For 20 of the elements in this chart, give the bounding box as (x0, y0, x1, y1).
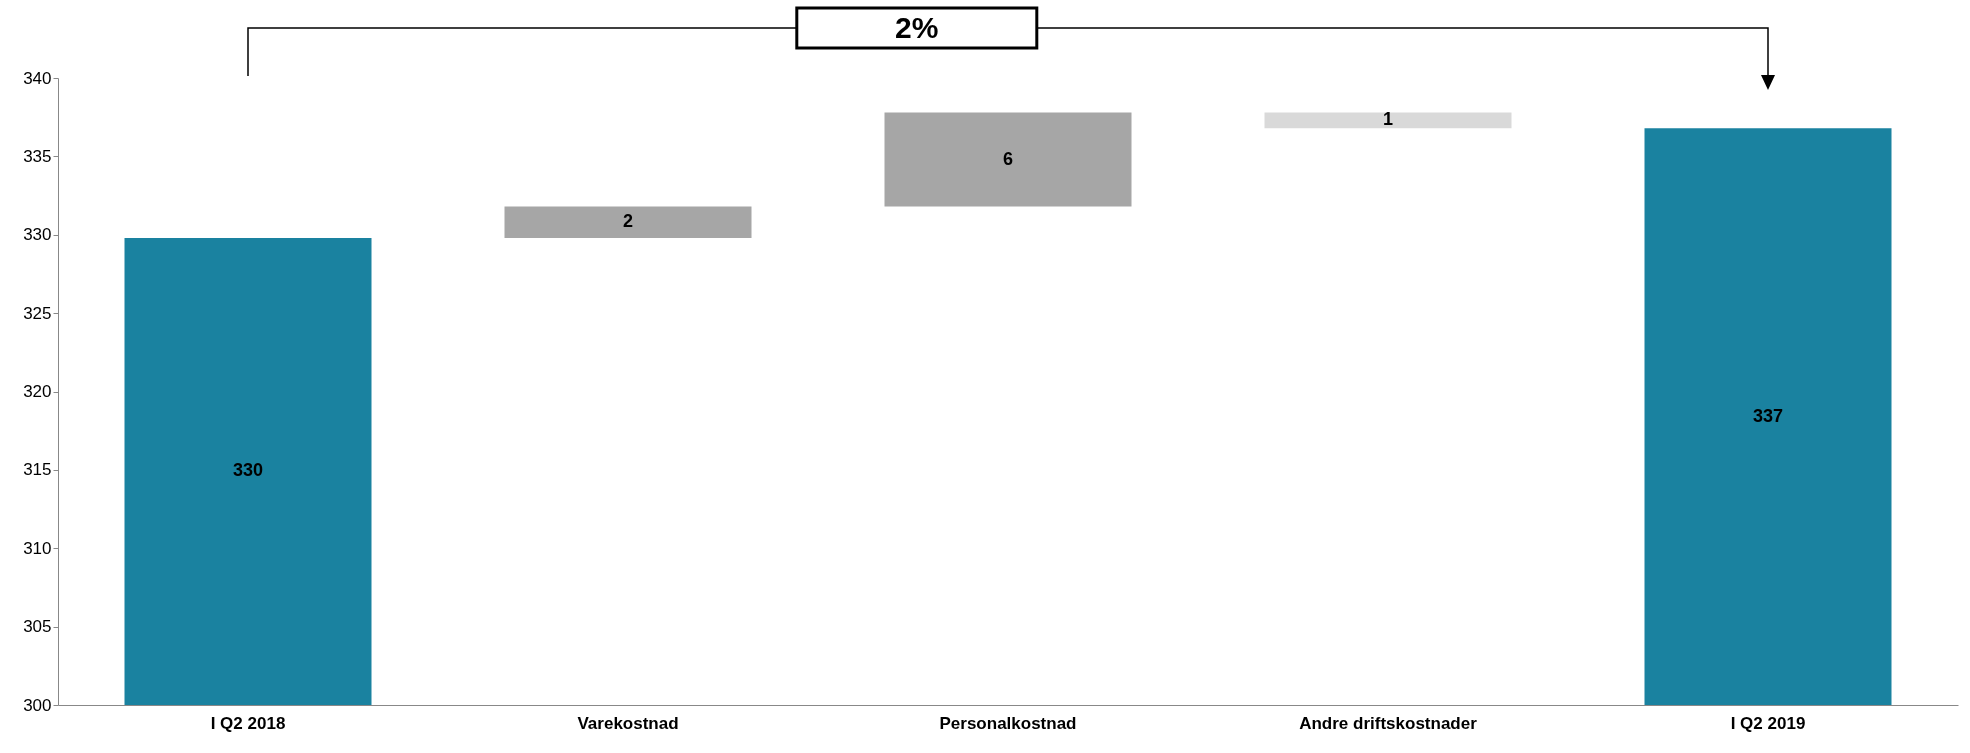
y-tick-label: 300 (23, 695, 52, 715)
text: 2% (895, 11, 939, 44)
x-tick-label: Andre driftskostnader (1299, 713, 1478, 733)
y-tick-label: 340 (23, 68, 52, 88)
x-tick-label: I Q2 2019 (1730, 713, 1806, 733)
data-label: 330 (232, 460, 264, 481)
data-label: 6 (1002, 148, 1014, 169)
x-tick-label: I Q2 2018 (210, 713, 286, 733)
data-label: 337 (1752, 405, 1784, 426)
y-tick-label: 310 (23, 538, 52, 558)
y-tick-label: 305 (23, 617, 52, 637)
y-tick-label: 315 (23, 460, 52, 480)
data-label: 2 (622, 211, 634, 232)
y-tick-label: 335 (23, 146, 52, 166)
y-tick-label: 330 (23, 225, 52, 245)
y-tick-label: 320 (23, 382, 52, 401)
data-label: 1 (1382, 109, 1394, 130)
x-tick-label: Personalkostnad (939, 713, 1077, 733)
x-tick-label: Varekostnad (577, 713, 679, 733)
y-tick-label: 325 (23, 303, 52, 323)
